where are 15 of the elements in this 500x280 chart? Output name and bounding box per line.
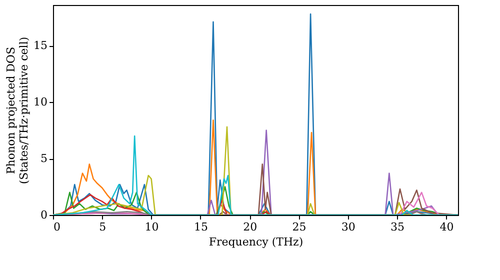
x-tick-label: 25 xyxy=(292,220,306,234)
x-tick-label: 0 xyxy=(54,220,60,234)
x-tick-label: 10 xyxy=(144,220,159,234)
x-axis-title: Frequency (THz) xyxy=(208,236,304,248)
y-tick-label: 10 xyxy=(34,96,48,109)
y-tick-label: 0 xyxy=(40,208,48,222)
x-tick-label: 15 xyxy=(194,220,208,234)
x-tick-label: 30 xyxy=(341,220,356,234)
x-tick-label: 20 xyxy=(243,220,258,234)
x-tick-label: 35 xyxy=(390,220,405,234)
x-tick-label: 5 xyxy=(99,220,106,234)
y-tick-label: 5 xyxy=(40,152,48,166)
y-tick-label: 15 xyxy=(34,39,48,52)
x-tick-label: 40 xyxy=(440,220,454,234)
y-axis-title: Phonon projected DOS (States/THz·primitive cell) xyxy=(4,36,31,184)
